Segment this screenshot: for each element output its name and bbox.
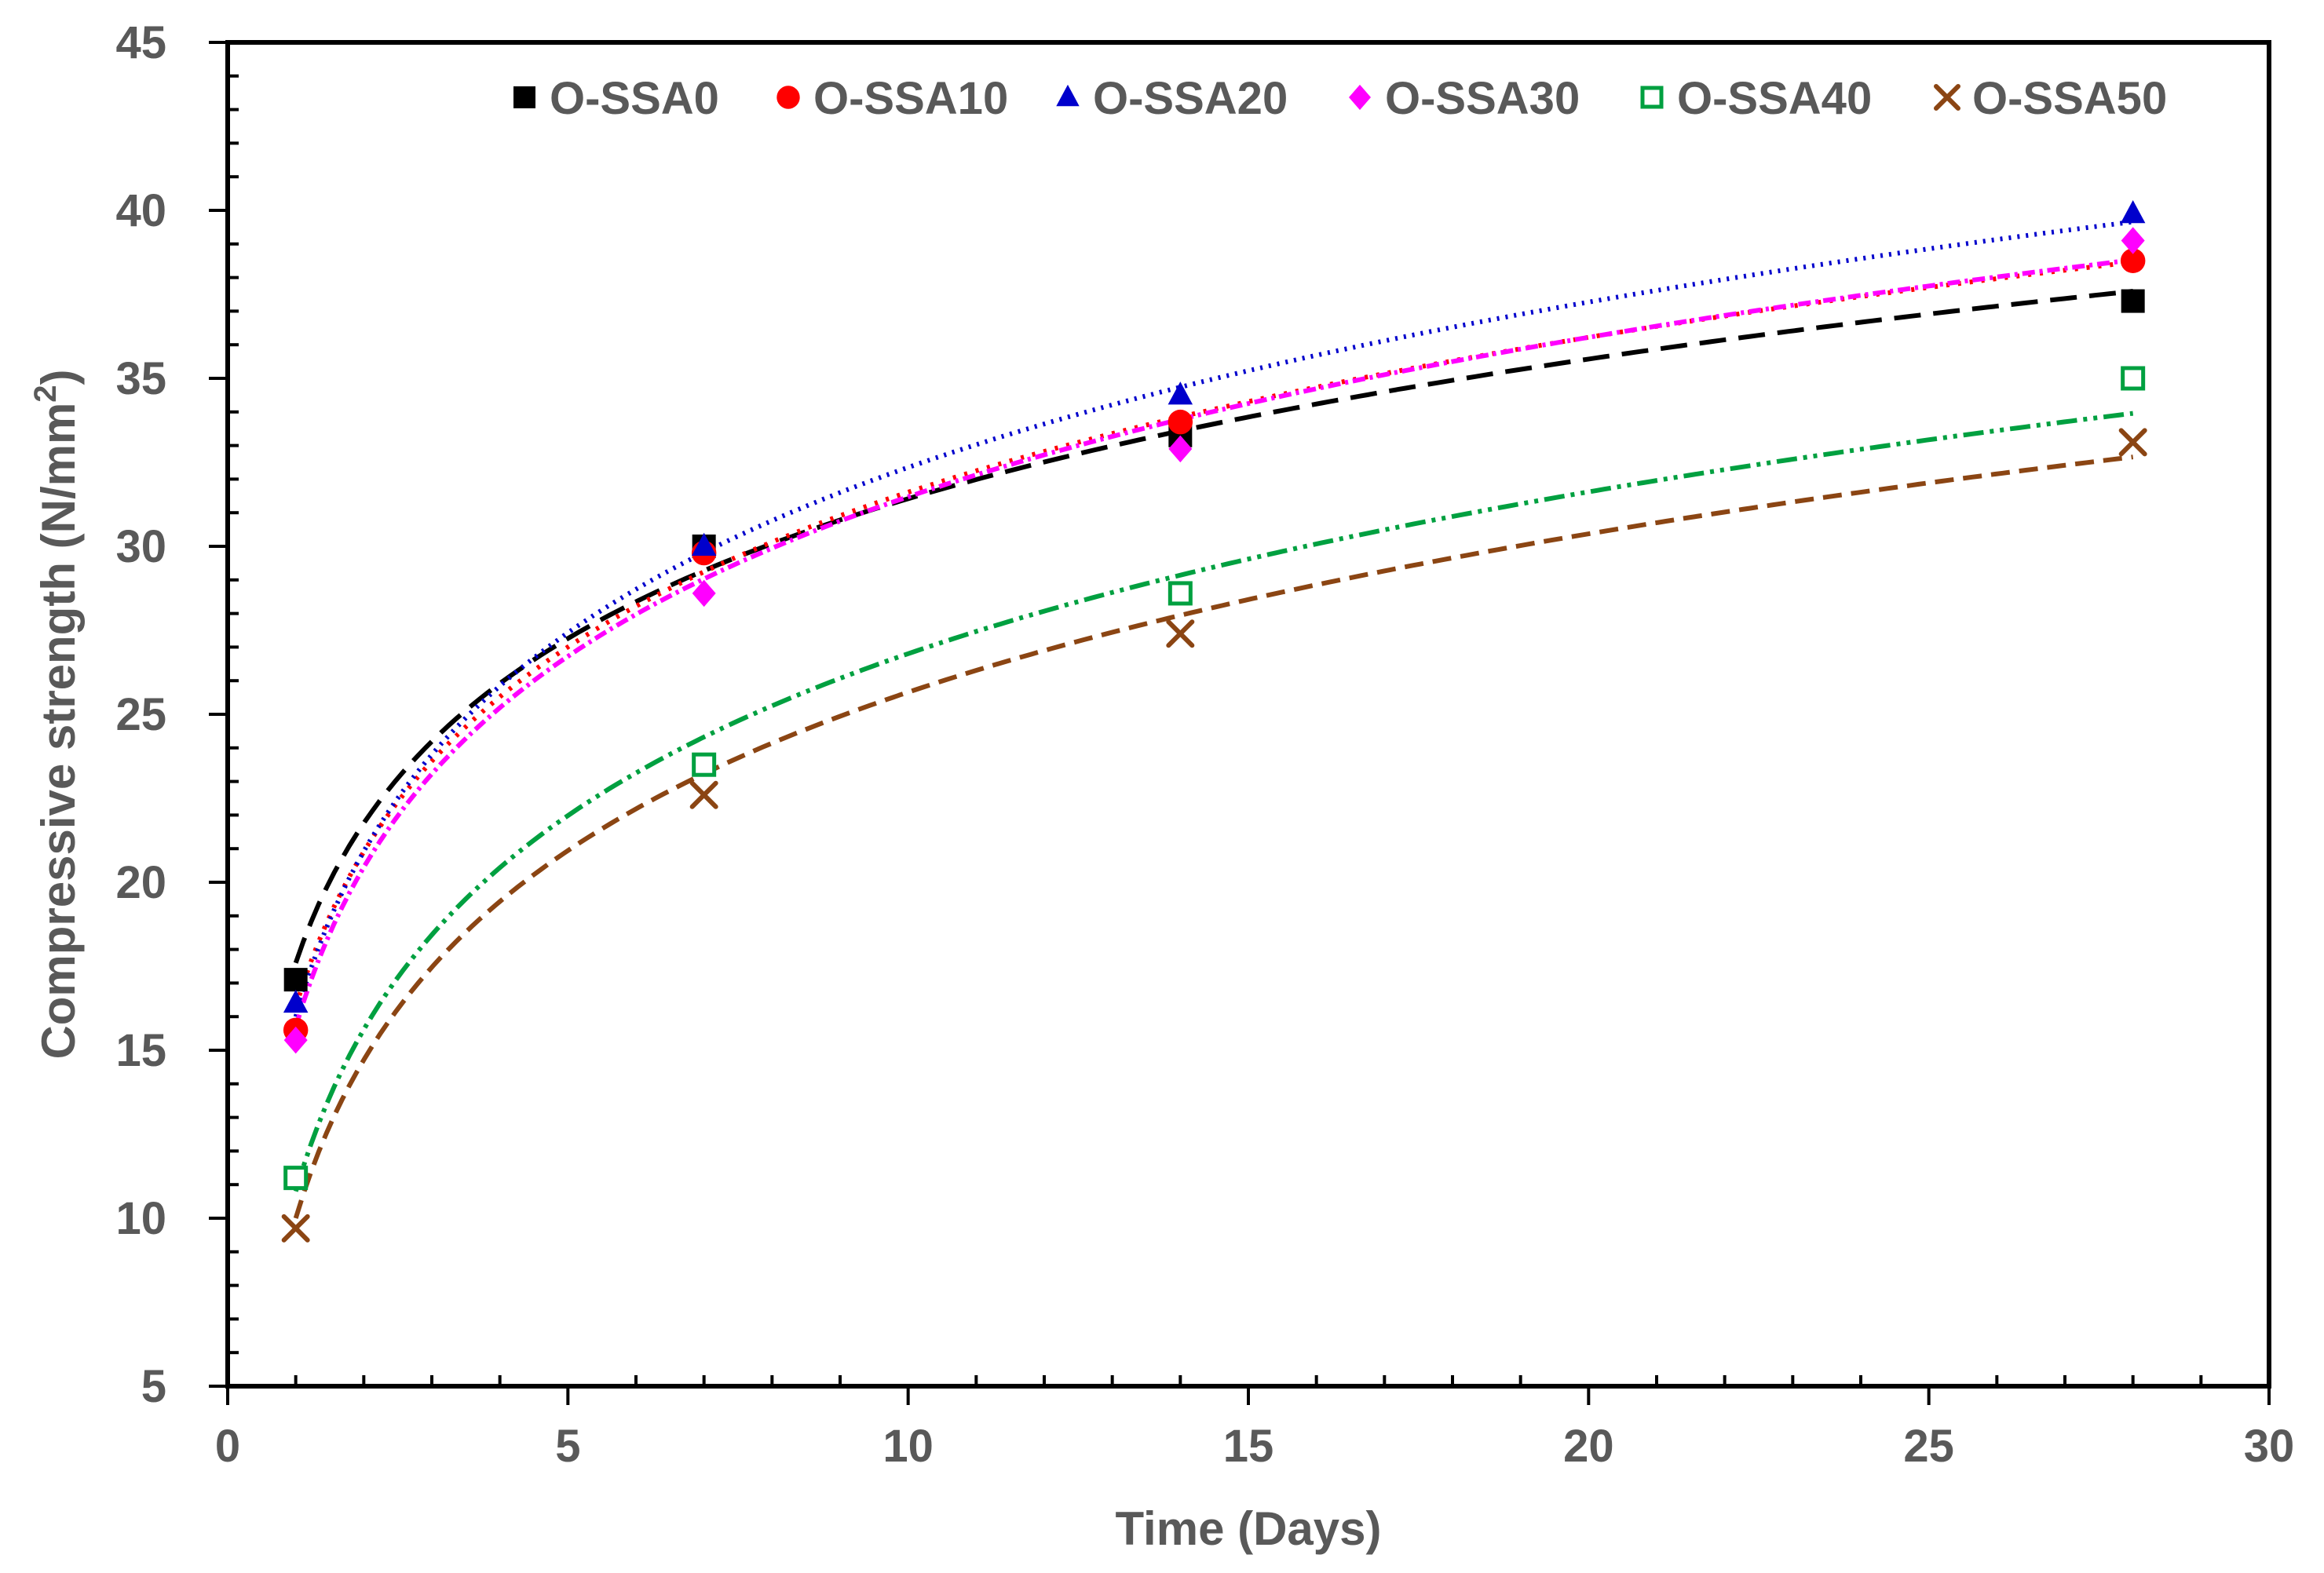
data-point-o-ssa40-28 bbox=[2121, 366, 2146, 391]
data-point-o-ssa30-7 bbox=[692, 579, 716, 608]
data-point-o-ssa40-7 bbox=[692, 752, 717, 777]
data-point-o-ssa30-14 bbox=[1168, 435, 1193, 463]
legend-marker-o-ssa50 bbox=[1934, 84, 1960, 111]
data-point-o-ssa20-1 bbox=[283, 989, 309, 1013]
data-point-o-ssa40-1 bbox=[283, 1166, 309, 1191]
data-point-o-ssa50-14 bbox=[1166, 619, 1195, 648]
legend-marker-o-ssa30 bbox=[1349, 84, 1371, 111]
legend-marker-o-ssa20 bbox=[1056, 84, 1080, 107]
legend-label-o-ssa10: O-SSA10 bbox=[813, 73, 1008, 124]
trendline-o-ssa0 bbox=[293, 289, 2134, 964]
x-tick-label-25: 25 bbox=[1903, 1421, 1954, 1472]
legend-item-o-ssa0: O-SSA0 bbox=[513, 73, 719, 124]
x-tick-label-10: 10 bbox=[882, 1421, 934, 1472]
y-axis-title-close: ) bbox=[32, 369, 85, 385]
y-tick-label-15: 15 bbox=[115, 1025, 166, 1076]
trendline-o-ssa30 bbox=[293, 257, 2134, 1027]
legend-item-o-ssa10: O-SSA10 bbox=[776, 73, 1008, 124]
legend: O-SSA0 O-SSA10 O-SSA20 O-SSA30 O-SSA40 O-SSA5… bbox=[513, 73, 2167, 124]
axis-ticks bbox=[209, 41, 2271, 1405]
series-o-ssa50 bbox=[281, 428, 2147, 1243]
y-tick-label-45: 45 bbox=[115, 17, 166, 68]
legend-marker-o-ssa10 bbox=[776, 86, 800, 109]
data-points bbox=[281, 200, 2147, 1243]
y-axis-title-superscript: 2 bbox=[28, 385, 63, 402]
series-o-ssa20 bbox=[283, 200, 2146, 1013]
y-tick-label-40: 40 bbox=[115, 185, 166, 236]
y-axis-tick-labels: 5 10 15 20 25 30 35 40 45 bbox=[115, 17, 166, 1412]
trendlines bbox=[293, 219, 2134, 1219]
x-tick-label-0: 0 bbox=[215, 1421, 240, 1472]
legend-marker-o-ssa0 bbox=[513, 86, 535, 108]
legend-label-o-ssa50: O-SSA50 bbox=[1972, 73, 2167, 124]
series-o-ssa30 bbox=[283, 227, 2145, 1054]
trendline-o-ssa50 bbox=[293, 454, 2134, 1219]
y-tick-label-10: 10 bbox=[115, 1193, 166, 1244]
data-point-o-ssa50-1 bbox=[281, 1214, 310, 1243]
data-point-o-ssa50-28 bbox=[2118, 428, 2147, 457]
y-tick-label-20: 20 bbox=[115, 857, 166, 908]
data-point-o-ssa20-7 bbox=[691, 532, 717, 556]
legend-item-o-ssa30: O-SSA30 bbox=[1349, 73, 1580, 124]
trendline-o-ssa40 bbox=[293, 411, 2134, 1192]
data-point-o-ssa0-1 bbox=[283, 968, 308, 992]
data-point-o-ssa0-28 bbox=[2121, 289, 2145, 313]
y-axis-title-main: Compressive strength (N/mm bbox=[32, 403, 85, 1060]
legend-item-o-ssa40: O-SSA40 bbox=[1640, 73, 1872, 124]
legend-item-o-ssa20: O-SSA20 bbox=[1056, 73, 1288, 124]
x-axis-tick-labels: 0 5 10 15 20 25 30 bbox=[215, 1421, 2294, 1472]
x-tick-label-15: 15 bbox=[1223, 1421, 1274, 1472]
legend-label-o-ssa20: O-SSA20 bbox=[1093, 73, 1288, 124]
legend-label-o-ssa0: O-SSA0 bbox=[550, 73, 719, 124]
data-point-o-ssa20-14 bbox=[1167, 381, 1193, 405]
x-tick-label-20: 20 bbox=[1563, 1421, 1614, 1472]
y-axis-title: Compressive strength (N/mm2) bbox=[28, 369, 85, 1059]
x-tick-label-30: 30 bbox=[2244, 1421, 2295, 1472]
x-tick-label-5: 5 bbox=[555, 1421, 580, 1472]
y-tick-label-30: 30 bbox=[115, 521, 166, 572]
series-o-ssa40 bbox=[283, 366, 2146, 1191]
x-axis-title: Time (Days) bbox=[1115, 1502, 1381, 1555]
data-point-o-ssa10-28 bbox=[2120, 248, 2146, 273]
legend-label-o-ssa40: O-SSA40 bbox=[1677, 73, 1872, 124]
data-point-o-ssa50-7 bbox=[689, 780, 718, 809]
legend-marker-o-ssa40 bbox=[1640, 86, 1664, 109]
data-point-o-ssa20-28 bbox=[2120, 200, 2146, 224]
data-point-o-ssa40-14 bbox=[1167, 581, 1193, 606]
y-tick-label-5: 5 bbox=[141, 1361, 166, 1412]
data-point-o-ssa10-14 bbox=[1167, 409, 1193, 435]
data-point-o-ssa30-1 bbox=[283, 1026, 308, 1054]
y-tick-label-25: 25 bbox=[115, 689, 166, 740]
data-point-o-ssa30-28 bbox=[2121, 227, 2145, 254]
y-tick-label-35: 35 bbox=[115, 353, 166, 404]
legend-item-o-ssa50: O-SSA50 bbox=[1934, 73, 2167, 124]
legend-label-o-ssa30: O-SSA30 bbox=[1385, 73, 1580, 124]
